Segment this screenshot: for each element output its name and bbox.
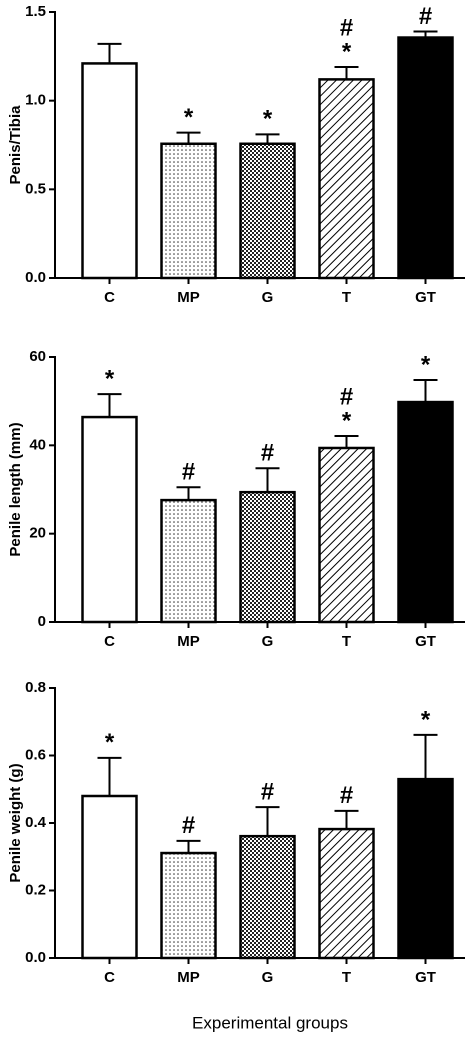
bar [160, 142, 217, 280]
annotation: * [342, 407, 352, 434]
annotation: * [421, 706, 431, 733]
x-tick-label: MP [177, 633, 200, 650]
x-tick-label: MP [177, 969, 200, 986]
annotation: * [105, 365, 115, 392]
annotation: # [340, 383, 353, 410]
y-tick-label: 0.0 [25, 269, 46, 286]
annotation: * [263, 106, 273, 133]
x-tick-label: G [262, 633, 274, 650]
bar [81, 794, 138, 960]
y-tick-label: 0.6 [25, 746, 46, 763]
y-axis-label: Penis/Tibia [7, 105, 24, 185]
bar [239, 490, 296, 624]
y-tick-label: 1.5 [25, 3, 46, 20]
y-tick-label: 0.4 [25, 814, 47, 831]
y-tick-label: 60 [29, 348, 46, 365]
y-tick-label: 0.5 [25, 180, 46, 197]
y-tick-label: 0.2 [25, 881, 46, 898]
bar [318, 827, 375, 960]
bar [239, 142, 296, 280]
bar [397, 400, 454, 624]
x-tick-label: T [342, 289, 351, 306]
y-tick-label: 20 [29, 525, 46, 542]
annotation: * [105, 729, 115, 756]
x-tick-label: G [262, 289, 274, 306]
y-tick-label: 0.0 [25, 949, 46, 966]
annotation: # [340, 14, 353, 41]
annotation: * [342, 38, 352, 65]
bar [81, 62, 138, 280]
annotation: # [261, 440, 274, 467]
y-tick-label: 1.0 [25, 92, 46, 109]
annotation: * [184, 104, 194, 131]
y-axis-label: Penile length (mm) [7, 422, 24, 556]
bar [81, 415, 138, 624]
y-tick-label: 0 [38, 613, 46, 630]
bar [160, 851, 217, 960]
bar [160, 498, 217, 624]
x-tick-label: C [104, 633, 115, 650]
annotation: # [419, 3, 432, 30]
y-tick-label: 0.8 [25, 679, 46, 696]
y-tick-label: 40 [29, 436, 46, 453]
bar [239, 834, 296, 960]
x-tick-label: T [342, 633, 351, 650]
y-axis-label: Penile weight (g) [7, 763, 24, 882]
x-tick-label: C [104, 289, 115, 306]
bar [318, 78, 375, 280]
x-tick-label: C [104, 969, 115, 986]
annotation: # [182, 812, 195, 839]
x-tick-label: GT [415, 289, 436, 306]
annotation: # [261, 778, 274, 805]
bar [397, 777, 454, 960]
annotation: # [340, 782, 353, 809]
bar [397, 36, 454, 280]
x-axis-label: Experimental groups [192, 1013, 348, 1032]
x-tick-label: T [342, 969, 351, 986]
x-tick-label: GT [415, 633, 436, 650]
annotation: * [421, 351, 431, 378]
annotation: # [182, 459, 195, 486]
x-tick-label: GT [415, 969, 436, 986]
bar [318, 446, 375, 624]
x-tick-label: G [262, 969, 274, 986]
x-tick-label: MP [177, 289, 200, 306]
